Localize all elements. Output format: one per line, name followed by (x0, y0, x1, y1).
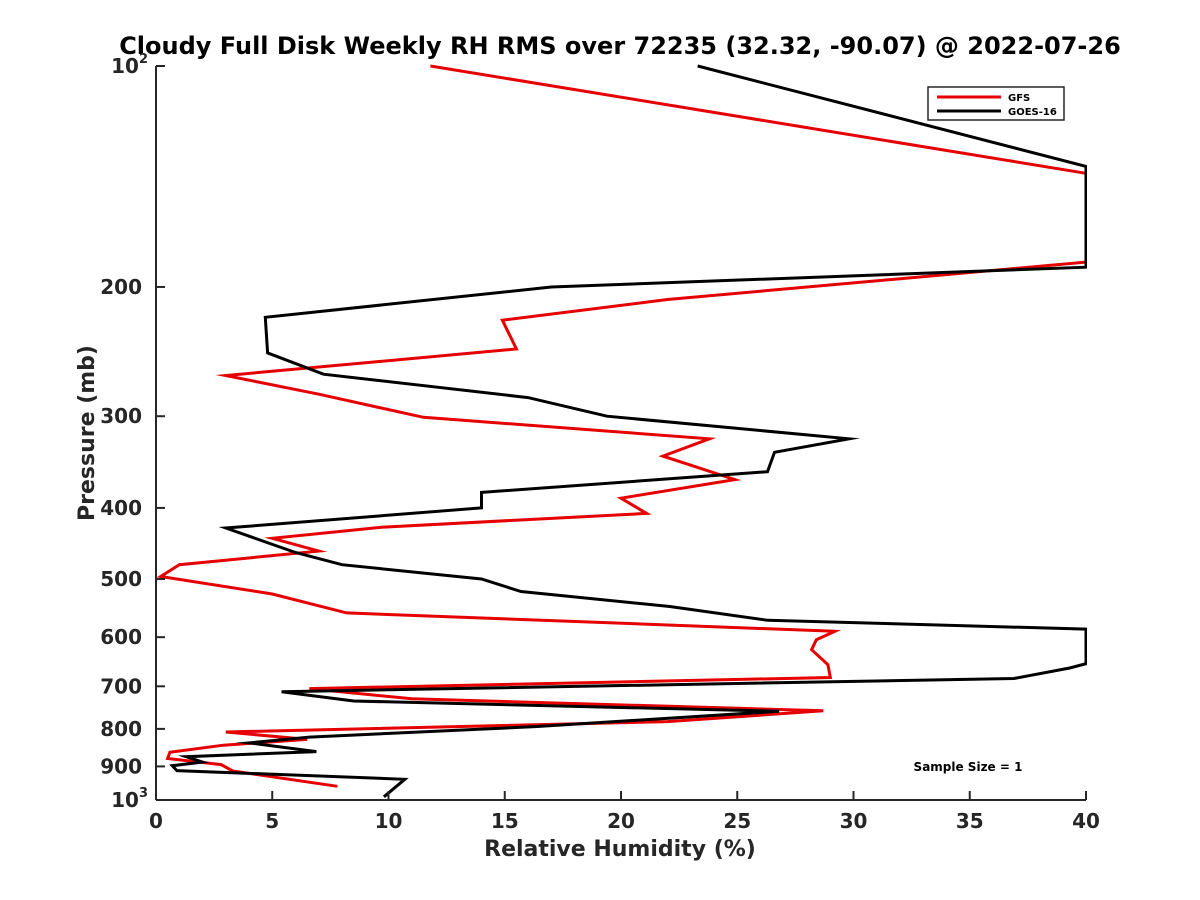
y-tick-label-base: 10 (111, 788, 139, 812)
x-tick-label: 40 (1072, 809, 1100, 833)
y-tick-label-exponent: 3 (139, 786, 148, 801)
y-tick-label: 300 (100, 404, 142, 428)
x-tick-label: 30 (840, 809, 868, 833)
x-tick-label: 35 (956, 809, 984, 833)
x-ticks: 0 5 10 15 20 25 30 35 40 (149, 791, 1100, 833)
y-tick-label: 500 (100, 567, 142, 591)
y-tick-label: 700 (100, 674, 142, 698)
series-layer (156, 64, 1087, 798)
y-tick-label: 103 (111, 786, 148, 812)
x-tick-label: 0 (149, 809, 163, 833)
y-tick-label: 200 (100, 275, 142, 299)
y-tick-label-base: 10 (111, 54, 139, 78)
y-tick-label: 800 (100, 717, 142, 741)
legend: GFS GOES-16 (927, 86, 1065, 121)
y-tick-label: 102 (111, 52, 148, 78)
legend-entries: GFS GOES-16 (937, 93, 1057, 118)
y-tick-label: 600 (100, 625, 142, 649)
x-tick-label: 25 (723, 809, 751, 833)
y-tick-label: 900 (100, 754, 142, 778)
x-tick-label: 15 (491, 809, 519, 833)
series-line-goes-16 (169, 64, 1087, 798)
y-tick-label-exponent: 2 (139, 52, 148, 67)
legend-label-goes-16: GOES-16 (1008, 107, 1057, 118)
sample-size-annotation: Sample Size = 1 (914, 760, 1023, 774)
legend-label-gfs: GFS (1008, 93, 1030, 104)
y-axis-label: Pressure (mb) (75, 345, 100, 521)
legend-box (927, 86, 1065, 121)
x-tick-label: 20 (607, 809, 635, 833)
chart-title: Cloudy Full Disk Weekly RH RMS over 7223… (119, 32, 1121, 60)
x-tick-label: 5 (265, 809, 279, 833)
x-tick-label: 10 (375, 809, 403, 833)
y-tick-label: 400 (100, 496, 142, 520)
x-axis-label: Relative Humidity (%) (484, 837, 756, 862)
